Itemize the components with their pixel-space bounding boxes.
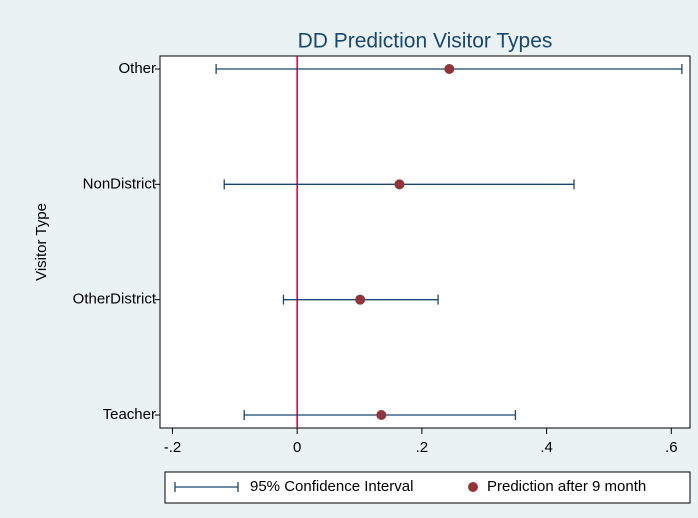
y-tick-label: OtherDistrict xyxy=(73,291,157,308)
point xyxy=(376,410,387,420)
legend-label: 95% Confidence Interval xyxy=(250,478,413,495)
x-tick-label: .6 xyxy=(665,439,678,456)
x-tick-label: 0 xyxy=(293,439,301,456)
x-tick-label: .4 xyxy=(540,439,553,456)
legend-swatch xyxy=(468,482,478,492)
point xyxy=(394,179,405,190)
chart-title: DD Prediction Visitor Types xyxy=(298,30,553,53)
x-tick-label: .2 xyxy=(416,439,429,456)
legend xyxy=(164,471,691,504)
legend-label: Prediction after 9 month xyxy=(487,478,646,495)
y-axis-label: Visitor Type xyxy=(33,203,50,281)
point xyxy=(355,294,366,305)
y-tick-label: Other xyxy=(118,60,156,77)
legend-swatch xyxy=(174,482,239,492)
plot-area xyxy=(159,55,691,429)
y-tick-label: NonDistrict xyxy=(83,175,157,192)
y-tick-label: Teacher xyxy=(103,406,156,423)
point xyxy=(444,64,455,74)
x-tick-label: -.2 xyxy=(164,439,182,456)
